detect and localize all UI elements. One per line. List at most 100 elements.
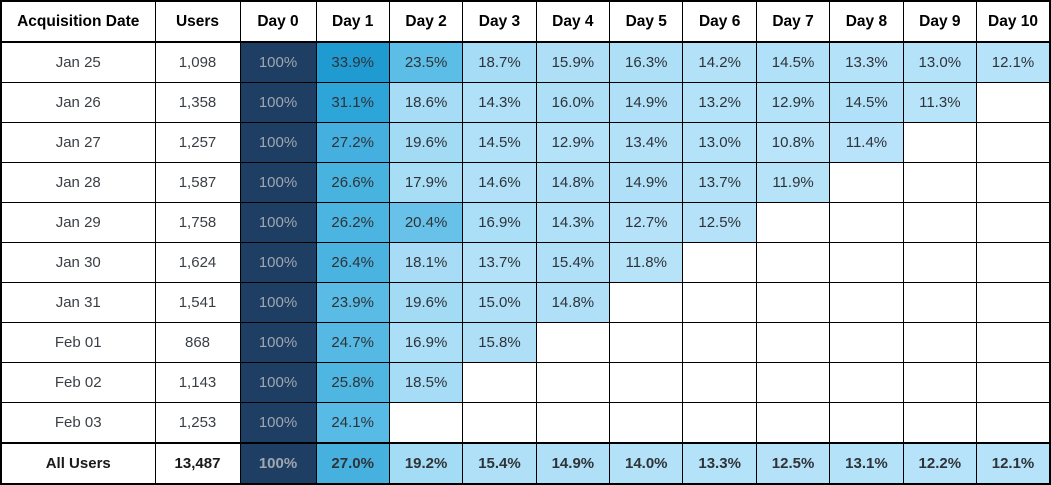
retention-cell: 14.3% <box>535 202 611 243</box>
retention-cell: 13.0% <box>902 41 978 83</box>
acquisition-date-cell: Jan 27 <box>0 122 156 163</box>
empty-cell <box>829 322 904 363</box>
retention-cell: 20.4% <box>388 202 464 243</box>
retention-cell: 19.6% <box>388 122 464 163</box>
header-row: Acquisition Date Users Day 0 Day 1 Day 2 Day … <box>0 0 1051 43</box>
retention-cell: 11.8% <box>609 242 684 283</box>
day0-retention-cell: 100% <box>239 82 317 123</box>
retention-cell: 14.5% <box>462 122 537 163</box>
column-header-day-3: Day 3 <box>462 0 537 43</box>
empty-cell <box>388 402 464 444</box>
users-cell: 1,758 <box>154 202 241 243</box>
retention-cell: 13.3% <box>829 41 904 83</box>
column-header-acquisition-date: Acquisition Date <box>0 0 156 43</box>
users-cell: 1,587 <box>154 162 241 203</box>
retention-cell: 12.1% <box>976 442 1051 485</box>
users-cell: 1,257 <box>154 122 241 163</box>
empty-cell <box>829 162 904 203</box>
day0-retention-cell: 100% <box>239 162 317 203</box>
retention-cell: 19.6% <box>388 282 464 323</box>
cohort-row-jan-25: Jan 25 1,098 100% 33.9% 23.5% 18.7% 15.9% 16.3%… <box>0 41 1051 83</box>
retention-cell: 26.4% <box>315 242 390 283</box>
empty-cell <box>976 282 1051 323</box>
column-header-day-9: Day 9 <box>902 0 978 43</box>
retention-cell: 14.2% <box>682 41 757 83</box>
empty-cell <box>755 362 831 403</box>
empty-cell <box>755 282 831 323</box>
retention-cell: 31.1% <box>315 82 390 123</box>
column-header-day-8: Day 8 <box>829 0 904 43</box>
empty-cell <box>535 322 611 363</box>
retention-cell: 16.9% <box>388 322 464 363</box>
empty-cell <box>535 402 611 444</box>
empty-cell <box>976 122 1051 163</box>
users-cell: 1,143 <box>154 362 241 403</box>
acquisition-date-cell: Jan 25 <box>0 41 156 83</box>
retention-cell: 12.9% <box>755 82 831 123</box>
empty-cell <box>755 242 831 283</box>
retention-cell: 14.8% <box>535 282 611 323</box>
acquisition-date-cell: All Users <box>0 442 156 485</box>
empty-cell <box>755 202 831 243</box>
retention-cell: 15.9% <box>535 41 611 83</box>
empty-cell <box>609 322 684 363</box>
empty-cell <box>902 122 978 163</box>
retention-cell: 12.2% <box>902 442 978 485</box>
retention-cell: 13.7% <box>682 162 757 203</box>
acquisition-date-cell: Feb 01 <box>0 322 156 363</box>
acquisition-date-cell: Jan 31 <box>0 282 156 323</box>
column-header-users: Users <box>154 0 241 43</box>
acquisition-date-cell: Jan 26 <box>0 82 156 123</box>
empty-cell <box>462 362 537 403</box>
retention-cell: 10.8% <box>755 122 831 163</box>
day0-retention-cell: 100% <box>239 322 317 363</box>
retention-cell: 16.0% <box>535 82 611 123</box>
day0-retention-cell: 100% <box>239 442 317 485</box>
retention-cell: 13.4% <box>609 122 684 163</box>
retention-cell: 33.9% <box>315 41 390 83</box>
empty-cell <box>976 242 1051 283</box>
retention-cell: 25.8% <box>315 362 390 403</box>
retention-cell: 15.4% <box>535 242 611 283</box>
retention-cell: 12.5% <box>682 202 757 243</box>
retention-cell: 16.3% <box>609 41 684 83</box>
cohort-row-jan-26: Jan 26 1,358 100% 31.1% 18.6% 14.3% 16.0% 14.9%… <box>0 82 1051 123</box>
cohort-row-feb-03: Feb 03 1,253 100% 24.1% <box>0 402 1051 444</box>
retention-cell: 14.6% <box>462 162 537 203</box>
retention-cell: 14.3% <box>462 82 537 123</box>
column-header-day-4: Day 4 <box>535 0 611 43</box>
day0-retention-cell: 100% <box>239 202 317 243</box>
retention-cell: 14.8% <box>535 162 611 203</box>
total-row: All Users 13,487 100% 27.0% 19.2% 15.4% 14.9% 1… <box>0 442 1051 485</box>
retention-cell: 24.7% <box>315 322 390 363</box>
empty-cell <box>976 362 1051 403</box>
empty-cell <box>902 202 978 243</box>
empty-cell <box>902 242 978 283</box>
retention-cell: 12.9% <box>535 122 611 163</box>
retention-cell: 14.5% <box>755 41 831 83</box>
retention-cell: 27.2% <box>315 122 390 163</box>
column-header-day-7: Day 7 <box>755 0 831 43</box>
users-cell: 1,098 <box>154 41 241 83</box>
empty-cell <box>535 362 611 403</box>
retention-cell: 12.1% <box>976 41 1051 83</box>
retention-cell: 14.9% <box>535 442 611 485</box>
empty-cell <box>682 322 757 363</box>
empty-cell <box>682 282 757 323</box>
empty-cell <box>829 242 904 283</box>
day0-retention-cell: 100% <box>239 282 317 323</box>
empty-cell <box>829 362 904 403</box>
empty-cell <box>682 242 757 283</box>
retention-cell: 11.9% <box>755 162 831 203</box>
empty-cell <box>755 402 831 444</box>
retention-cell: 15.4% <box>462 442 537 485</box>
retention-cell: 18.6% <box>388 82 464 123</box>
cohort-rows: Jan 25 1,098 100% 33.9% 23.5% 18.7% 15.9% 16.3%… <box>0 41 1051 485</box>
day0-retention-cell: 100% <box>239 242 317 283</box>
day0-retention-cell: 100% <box>239 41 317 83</box>
retention-cell: 27.0% <box>315 442 390 485</box>
acquisition-date-cell: Feb 02 <box>0 362 156 403</box>
column-header-day-2: Day 2 <box>388 0 464 43</box>
empty-cell <box>902 282 978 323</box>
